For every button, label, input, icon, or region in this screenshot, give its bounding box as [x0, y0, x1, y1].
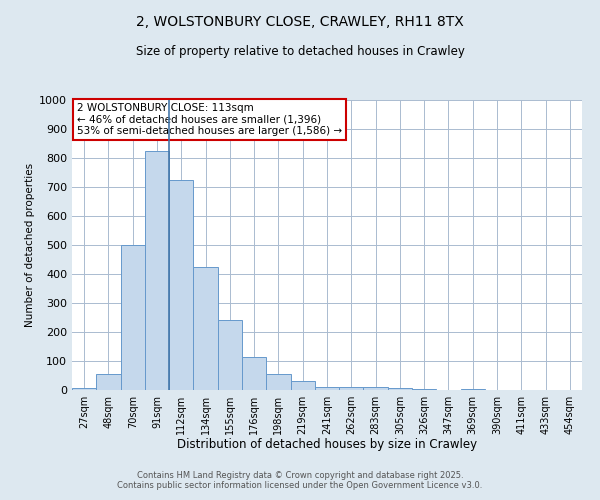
Text: 2, WOLSTONBURY CLOSE, CRAWLEY, RH11 8TX: 2, WOLSTONBURY CLOSE, CRAWLEY, RH11 8TX: [136, 15, 464, 29]
Bar: [364, 386, 388, 390]
Bar: [461, 388, 485, 390]
Bar: [169, 180, 193, 390]
Text: 2 WOLSTONBURY CLOSE: 113sqm
← 46% of detached houses are smaller (1,396)
53% of : 2 WOLSTONBURY CLOSE: 113sqm ← 46% of det…: [77, 103, 342, 136]
Bar: [290, 380, 315, 390]
Bar: [412, 388, 436, 390]
Bar: [218, 320, 242, 390]
Bar: [121, 245, 145, 390]
Bar: [193, 267, 218, 390]
Bar: [315, 386, 339, 390]
Bar: [339, 387, 364, 390]
Bar: [72, 388, 96, 390]
Y-axis label: Number of detached properties: Number of detached properties: [25, 163, 35, 327]
Text: Size of property relative to detached houses in Crawley: Size of property relative to detached ho…: [136, 45, 464, 58]
Bar: [242, 356, 266, 390]
Text: Contains HM Land Registry data © Crown copyright and database right 2025.
Contai: Contains HM Land Registry data © Crown c…: [118, 470, 482, 490]
X-axis label: Distribution of detached houses by size in Crawley: Distribution of detached houses by size …: [177, 438, 477, 452]
Bar: [96, 374, 121, 390]
Bar: [388, 388, 412, 390]
Bar: [266, 374, 290, 390]
Bar: [145, 151, 169, 390]
